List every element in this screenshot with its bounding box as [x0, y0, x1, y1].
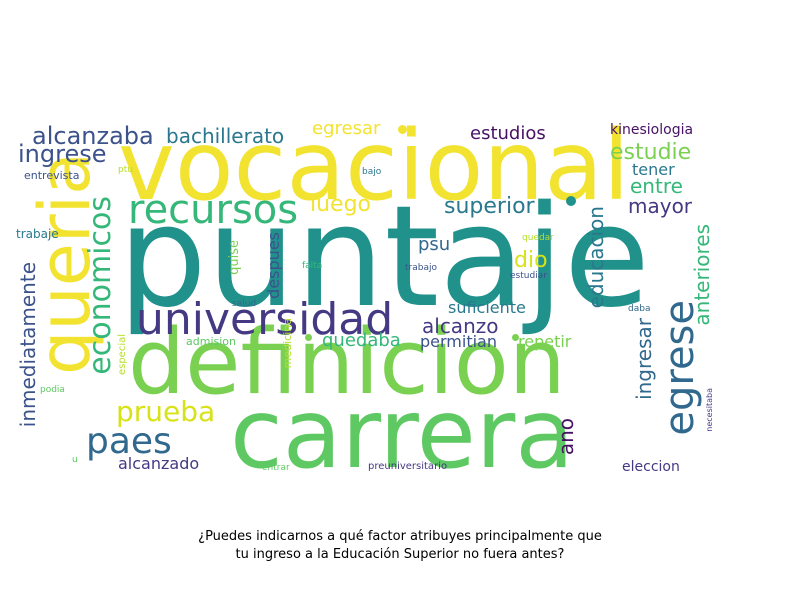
word-economicos: economicos	[83, 196, 118, 375]
word-alcanzaba: alcanzaba	[32, 122, 154, 150]
word-inmediatamente: inmediatamente	[16, 262, 40, 428]
word-mayor: mayor	[628, 194, 693, 218]
word-entrar: entrar	[262, 463, 290, 473]
cloud-dot	[398, 125, 407, 134]
word-entrevista: entrevista	[24, 169, 80, 182]
word-kinesiologia: kinesiologia	[610, 122, 694, 138]
word-estudios: estudios	[470, 123, 546, 144]
word-admision: admision	[186, 335, 236, 348]
word-vocacional: vocacional	[118, 110, 630, 222]
word-bajo: bajo	[362, 167, 382, 177]
word-u: u	[72, 455, 78, 465]
word-alcanzo: alcanzo	[422, 314, 499, 338]
word-quedar: quedar	[522, 233, 554, 243]
word-repetir: repetir	[518, 332, 572, 351]
word-ingrese: ingrese	[18, 140, 107, 168]
word-recursos: recursos	[128, 187, 299, 233]
word-universidad: universidad	[136, 294, 394, 345]
word-dio: dio	[514, 248, 548, 273]
cloud-dot	[566, 196, 576, 206]
word-prueba: prueba	[116, 395, 216, 428]
word-carrera: carrera	[230, 378, 575, 490]
word-eleccion: eleccion	[622, 459, 680, 475]
cloud-dot	[305, 334, 312, 341]
word-necesitaba: necesitaba	[705, 388, 714, 432]
word-puntaje: puntaje	[118, 176, 651, 339]
word-medicina: medicina	[281, 318, 294, 369]
word-superior: superior	[444, 194, 535, 219]
word-permitian: permitian	[420, 332, 497, 351]
chart-caption: ¿Puedes indicarnos a qué factor atribuye…	[0, 528, 800, 563]
word-especial: especial	[117, 334, 128, 376]
word-ingresar: ingresar	[632, 318, 656, 400]
word-daba: daba	[628, 304, 651, 314]
word-salud: salud	[232, 299, 257, 309]
word-definicion: definicion	[128, 310, 566, 415]
word-ano: ano	[554, 418, 578, 456]
word-anteriores: anteriores	[690, 224, 714, 326]
word-despues: despues	[264, 232, 283, 299]
word-preuniversitario: preuniversitario	[368, 461, 448, 472]
word-podia: podia	[40, 385, 65, 395]
word-bachillerato: bachillerato	[166, 124, 285, 148]
word-luego: luego	[310, 192, 372, 217]
word-falta: falta	[302, 261, 323, 271]
caption-line-2: tu ingreso a la Educación Superior no fu…	[235, 546, 565, 562]
word-quedaba: quedaba	[322, 330, 401, 351]
word-trabajo: trabajo	[405, 263, 437, 273]
word-psu: psu	[418, 234, 451, 255]
word-paes: paes	[86, 421, 172, 462]
word-estudie: estudie	[610, 140, 692, 165]
caption-line-1: ¿Puedes indicarnos a qué factor atribuye…	[198, 529, 602, 544]
word-entre: entre	[630, 174, 683, 198]
word-egresar: egresar	[312, 118, 381, 139]
word-tener: tener	[632, 160, 675, 179]
word-trabaje: trabaje	[16, 227, 59, 241]
word-alcanzado: alcanzado	[118, 454, 200, 473]
word-suficiente: suficiente	[448, 298, 526, 317]
word-quise: quise	[227, 240, 242, 275]
cloud-dot	[512, 334, 519, 341]
word-ptu: ptu	[118, 165, 133, 175]
word-educacion: educacion	[584, 206, 608, 309]
word-estudiar: estudiar	[510, 271, 547, 281]
